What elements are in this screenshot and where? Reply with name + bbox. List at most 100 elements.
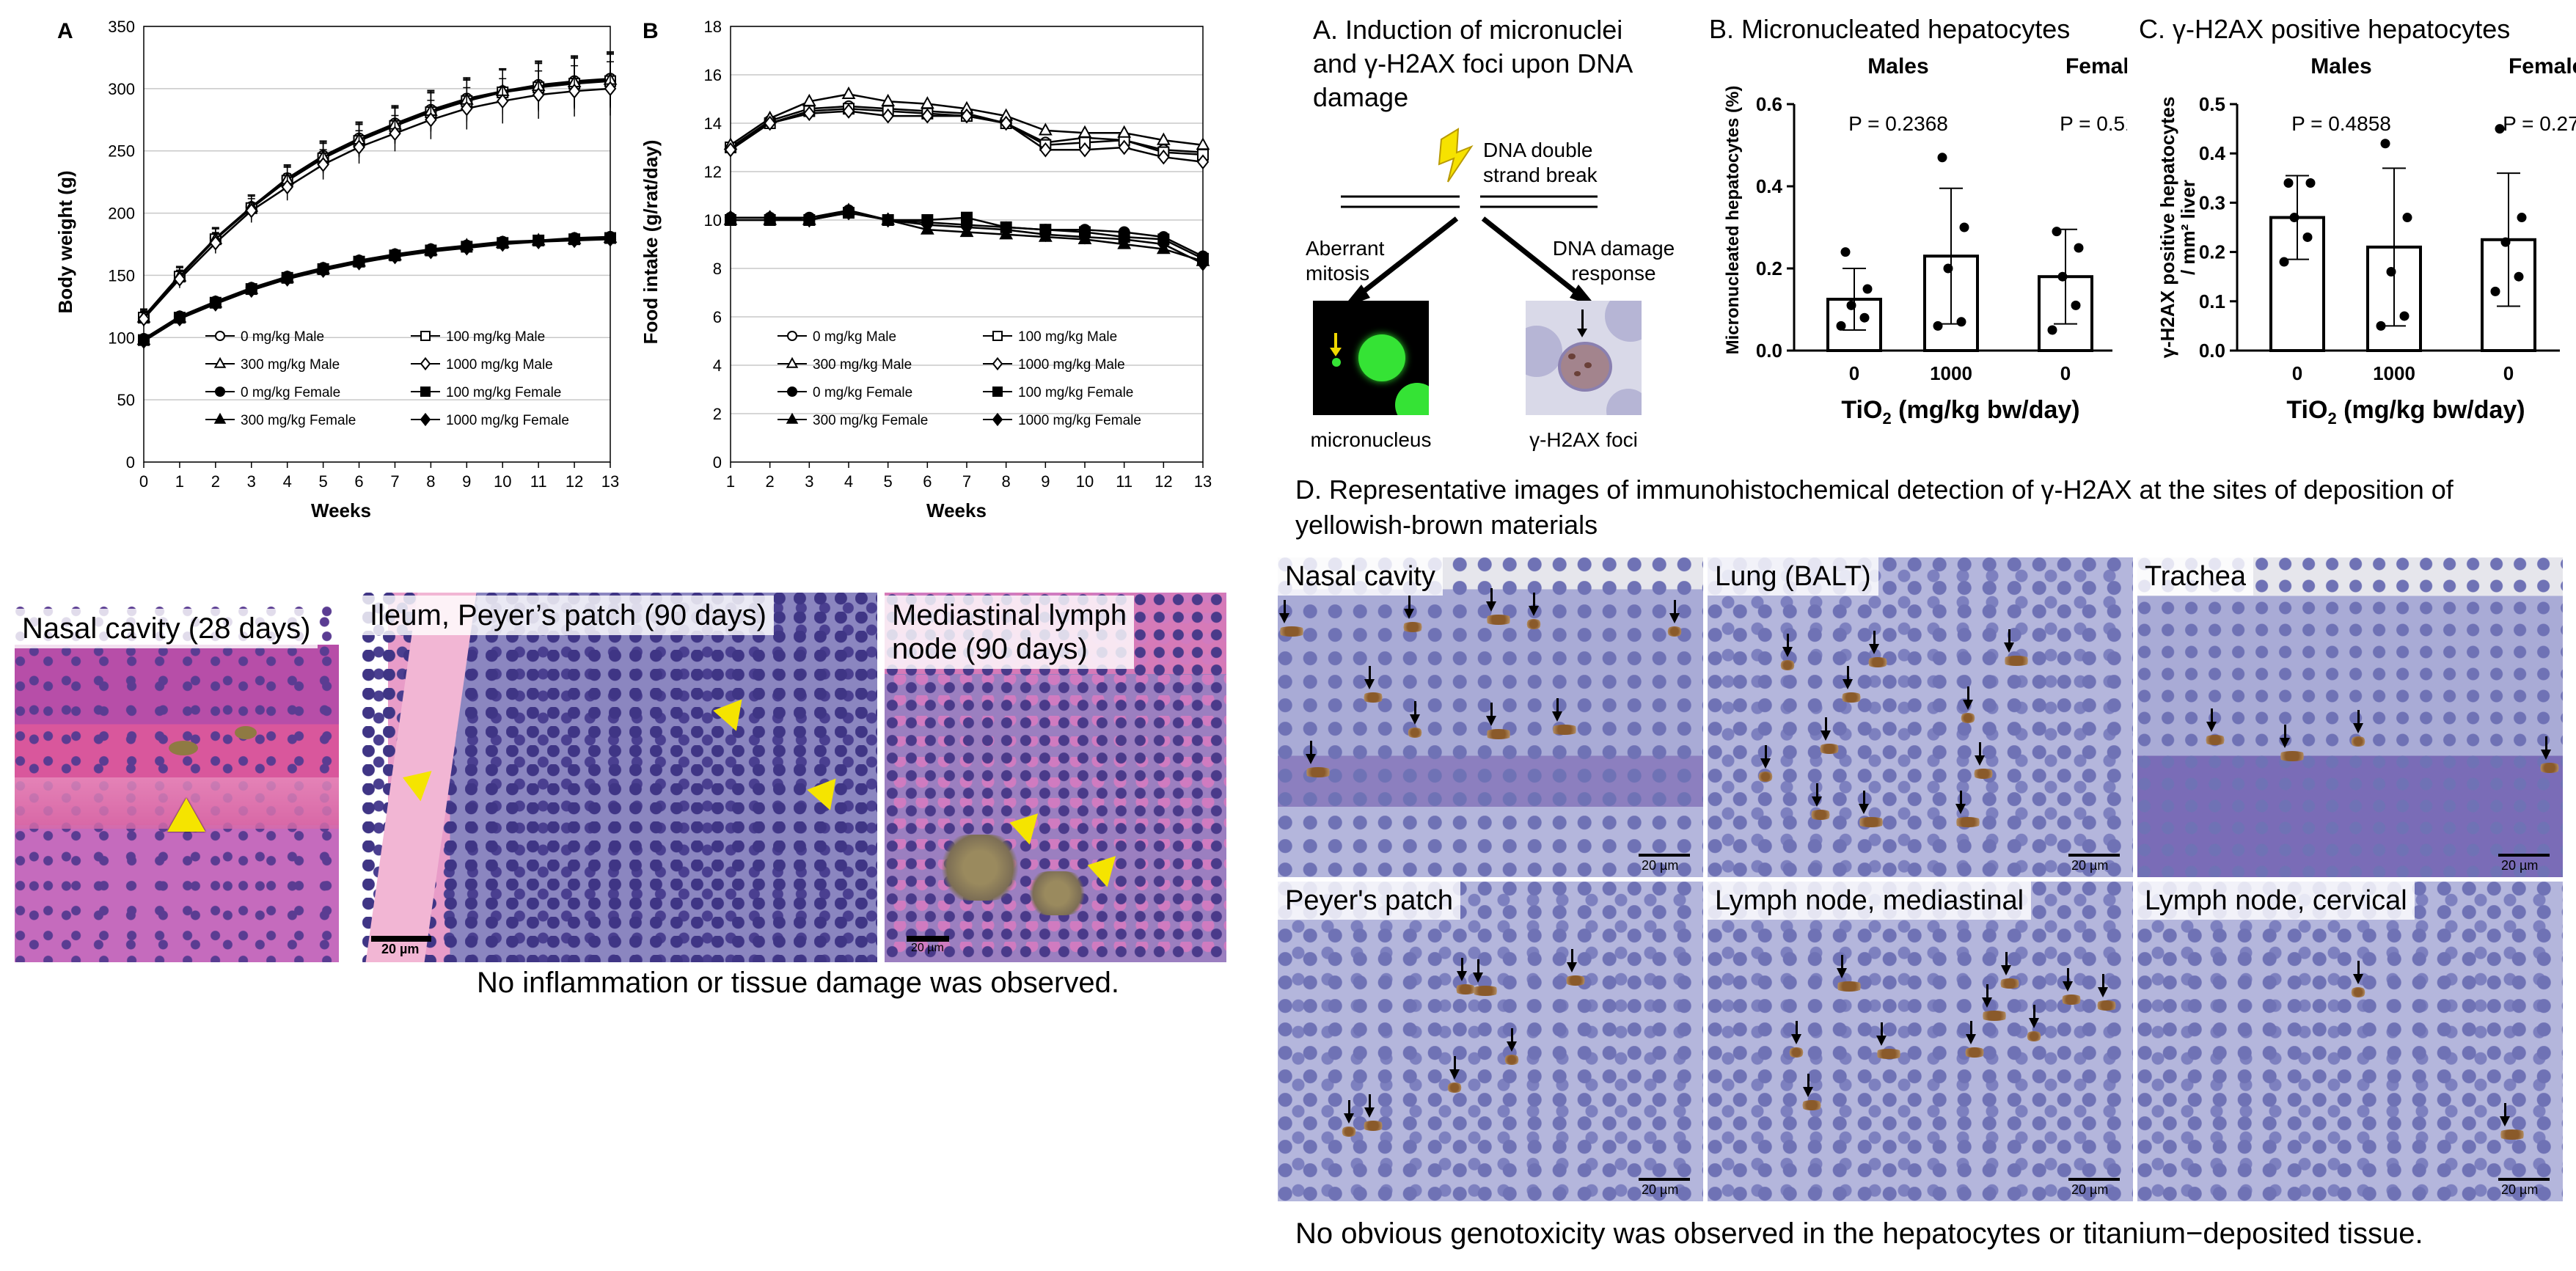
deposit xyxy=(1666,626,1683,637)
arrow-head xyxy=(2063,981,2073,992)
x-tick-label: 10 xyxy=(494,472,511,491)
arrow-icon xyxy=(1970,1021,1972,1037)
x-tick-label: 7 xyxy=(962,472,971,491)
x-tick-label: 12 xyxy=(566,472,583,491)
data-point xyxy=(802,93,816,106)
data-point xyxy=(1117,125,1132,138)
legend-entry: 1000 mg/kg Female xyxy=(1018,413,1141,428)
data-point xyxy=(1846,300,1856,310)
arrow-icon xyxy=(2357,961,2360,977)
data-point xyxy=(1039,227,1052,243)
ihc-image-lung-balt-: Lung (BALT) 20 µm xyxy=(1708,557,2133,877)
deposit xyxy=(1866,657,1889,667)
legend-entry: 300 mg/kg Female xyxy=(813,413,928,428)
deposit xyxy=(1840,692,1863,703)
y-tick-label: 0.3 xyxy=(2199,191,2225,213)
x-tick-label: 3 xyxy=(805,472,813,491)
arrow-head xyxy=(1837,968,1847,978)
data-point xyxy=(425,243,437,260)
x-tick-label: 9 xyxy=(462,472,471,491)
schematic-panel: A. Induction of micronuclei and γ-H2AX f… xyxy=(1291,13,1702,453)
arrow-icon xyxy=(1847,666,1849,682)
data-point xyxy=(2399,311,2409,321)
ihc-image-grid: Nasal cavity 20 µm Lung (BALT) 20 µm Trachea… xyxy=(1278,557,2569,1203)
micronucleus-caption: micronucleus xyxy=(1310,428,1432,451)
arrow-head xyxy=(1457,971,1467,981)
ihc-image-trachea: Trachea 20 µm xyxy=(2137,557,2563,877)
arrow-icon xyxy=(1454,1056,1456,1072)
data-point xyxy=(1196,137,1210,150)
data-point xyxy=(960,108,973,124)
yellow-arrowhead xyxy=(1083,849,1116,887)
arrow-icon xyxy=(2067,968,2069,984)
legend-entry: 100 mg/kg Male xyxy=(1018,329,1117,345)
legend-entry: 1000 mg/kg Male xyxy=(1018,357,1125,373)
deposit xyxy=(2060,995,2083,1005)
arrow-icon xyxy=(1979,742,1981,758)
x-tick-label: 11 xyxy=(530,472,547,491)
data-point xyxy=(1038,122,1053,136)
arrow-head xyxy=(1486,716,1496,726)
arrow-head xyxy=(1552,711,1562,722)
legend-entry: 100 mg/kg Male xyxy=(446,329,545,345)
data-point xyxy=(1118,232,1130,247)
legend-entry: 0 mg/kg Male xyxy=(241,329,324,345)
data-point xyxy=(1943,263,1953,274)
y-tick-label: 0.5 xyxy=(2199,93,2225,115)
ihc-panel-label: Lymph node, cervical xyxy=(2137,882,2415,920)
x-tick-label: 0 xyxy=(1849,362,1859,384)
arrow-head xyxy=(1449,1069,1460,1080)
x-tick-label: 6 xyxy=(354,472,363,491)
y-tick-label: 0.2 xyxy=(2199,241,2225,263)
arrow-icon xyxy=(1765,745,1767,761)
data-point xyxy=(1862,284,1873,294)
series-line xyxy=(143,235,611,340)
data-point xyxy=(2402,213,2412,223)
y-tick-label: 0.1 xyxy=(2199,290,2225,312)
data-point xyxy=(209,296,222,312)
yellow-arrowhead xyxy=(710,695,742,731)
arrow-head xyxy=(1782,647,1793,657)
data-point xyxy=(1196,256,1210,271)
deposit xyxy=(2350,987,2366,997)
arrow-icon xyxy=(1533,593,1535,609)
legend-marker xyxy=(992,331,1003,341)
y-axis-label-b: Food intake (g/rat/day) xyxy=(640,140,662,345)
deposit xyxy=(2497,1129,2528,1140)
x-tick-label: 13 xyxy=(1194,472,1212,491)
scale-bar xyxy=(2068,854,2120,857)
deposit xyxy=(2026,1031,2042,1041)
scale-label: 20 µm xyxy=(911,942,944,954)
x-axis-label-b: Weeks xyxy=(926,499,987,521)
arrow-head xyxy=(1486,601,1496,612)
chart-title: B. Micronucleated hepatocytes xyxy=(1709,14,2070,44)
y-tick-label: 10 xyxy=(704,211,722,230)
arrow-head xyxy=(1473,973,1483,983)
legend-entry: 1000 mg/kg Female xyxy=(446,413,569,428)
deposit xyxy=(2001,656,2032,666)
yellow-arrowhead xyxy=(804,774,836,810)
arrow-icon xyxy=(1807,1074,1810,1090)
x-tick-label: 1000 xyxy=(2373,362,2415,384)
x-tick-label: 3 xyxy=(247,472,256,491)
y-tick-label: 4 xyxy=(713,356,722,375)
scale-label: 20 µm xyxy=(2071,858,2109,873)
he-ileum-image: 20 µm xyxy=(362,593,877,962)
dsb-label-1: DNA double xyxy=(1483,139,1592,161)
arrow-icon xyxy=(1408,596,1410,612)
yellow-arrowhead xyxy=(1005,807,1039,845)
scale-label: 20 µm xyxy=(2501,858,2539,873)
he-ileum-label: Ileum, Peyer’s patch (90 days) xyxy=(362,596,774,635)
dna-damage-response-2: response xyxy=(1571,262,1655,285)
arrow-head xyxy=(2001,965,2011,975)
arrow-head xyxy=(1812,796,1822,807)
y-tick-label: 0.6 xyxy=(1756,93,1782,115)
aberrant-mitosis-2: mitosis xyxy=(1306,262,1369,285)
data-point xyxy=(317,263,329,278)
deposit xyxy=(1757,772,1774,782)
he-nasal-cavity-image xyxy=(15,601,339,962)
data-point xyxy=(2500,237,2511,247)
data-point xyxy=(604,81,617,97)
scale-label: 20 µm xyxy=(1642,1182,1679,1197)
